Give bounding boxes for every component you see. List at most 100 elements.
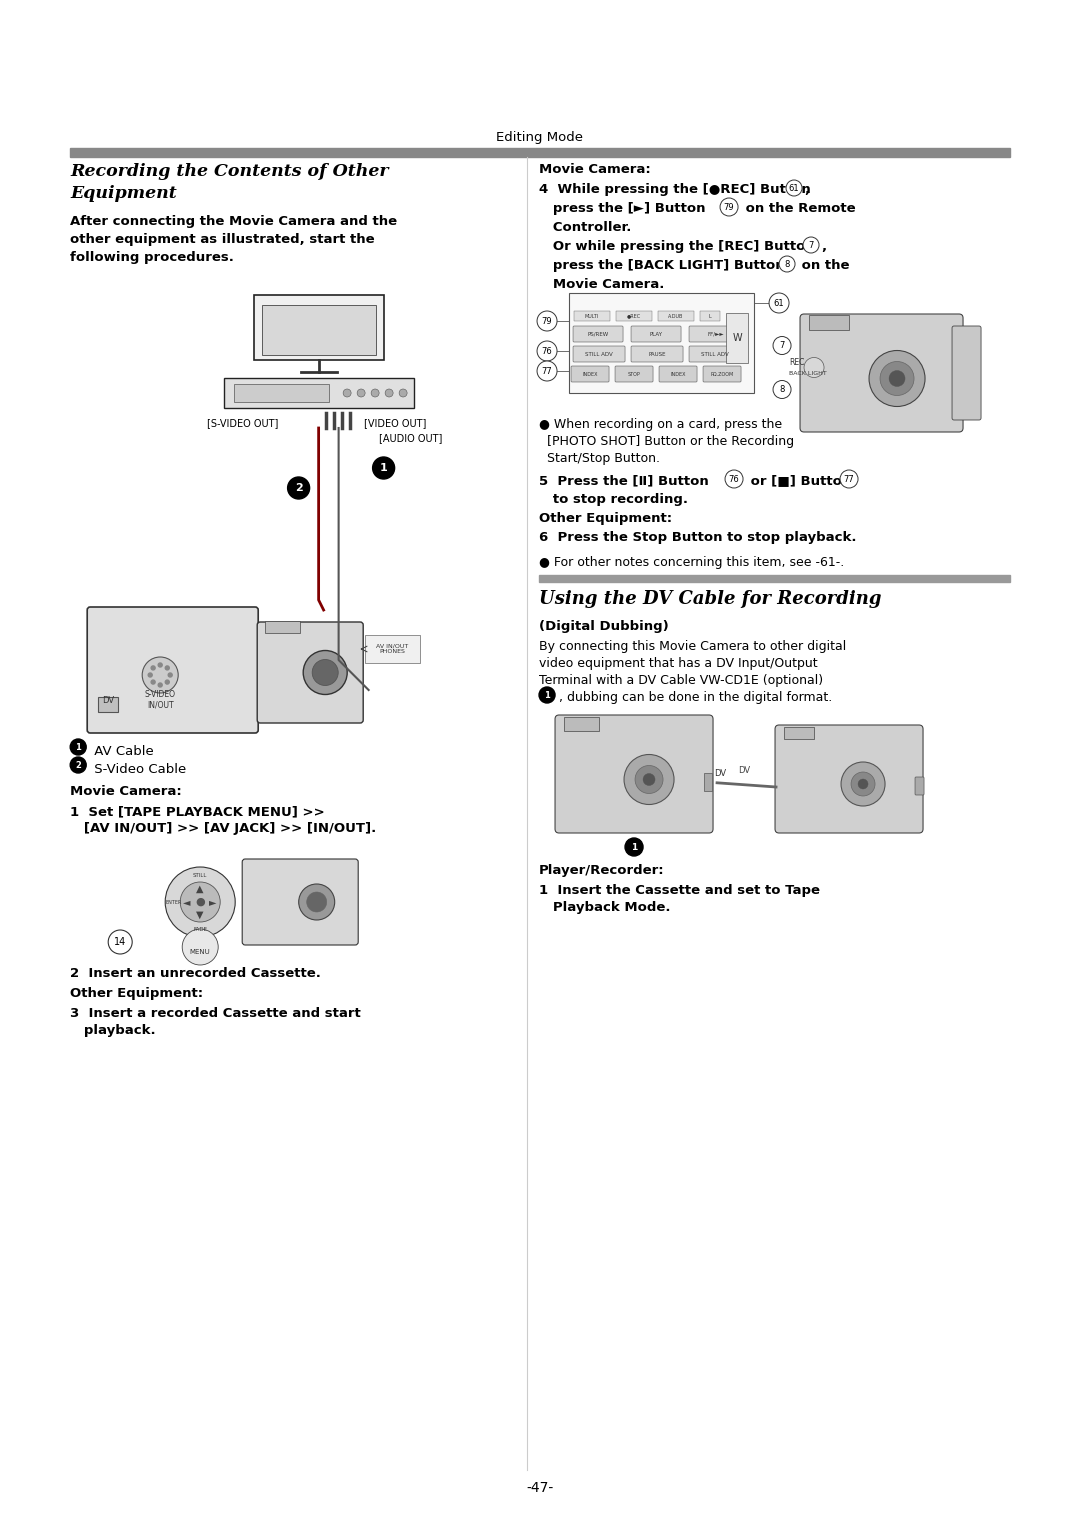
- Bar: [575, 311, 610, 320]
- Circle shape: [841, 761, 885, 806]
- Text: Movie Camera:: Movie Camera:: [70, 784, 181, 798]
- Circle shape: [180, 882, 220, 922]
- FancyBboxPatch shape: [659, 366, 697, 382]
- Text: 61: 61: [788, 183, 799, 192]
- Text: STILL ADV: STILL ADV: [585, 351, 613, 357]
- Text: 77: 77: [843, 475, 854, 484]
- Text: 14: 14: [114, 937, 126, 948]
- Bar: [224, 378, 414, 407]
- Text: By connecting this Movie Camera to other digital: By connecting this Movie Camera to other…: [539, 639, 847, 653]
- Text: AV IN/OUT
PHONES: AV IN/OUT PHONES: [376, 644, 408, 655]
- Circle shape: [880, 362, 914, 395]
- Text: [S-VIDEO OUT]: [S-VIDEO OUT]: [207, 418, 279, 427]
- Text: REC: REC: [789, 357, 805, 366]
- Text: 5  Press the [Ⅱ] Button: 5 Press the [Ⅱ] Button: [539, 475, 714, 487]
- Circle shape: [312, 659, 338, 685]
- Text: Recording the Contents of Other: Recording the Contents of Other: [70, 163, 389, 180]
- Text: 1: 1: [380, 462, 388, 473]
- Bar: [726, 313, 748, 363]
- Text: playback.: playback.: [70, 1024, 156, 1038]
- Text: DV: DV: [103, 696, 114, 705]
- FancyBboxPatch shape: [631, 346, 683, 362]
- Text: AV Cable: AV Cable: [91, 745, 154, 758]
- Text: video equipment that has a DV Input/Output: video equipment that has a DV Input/Outp…: [539, 658, 818, 670]
- Text: 1  Insert the Cassette and set to Tape: 1 Insert the Cassette and set to Tape: [539, 884, 820, 897]
- Text: 76: 76: [542, 346, 552, 356]
- Text: ,: ,: [804, 183, 809, 195]
- FancyBboxPatch shape: [703, 366, 741, 382]
- Text: S-VIDEO
IN/OUT: S-VIDEO IN/OUT: [145, 690, 176, 710]
- FancyBboxPatch shape: [689, 327, 743, 342]
- Bar: [569, 293, 754, 394]
- Text: , dubbing can be done in the digital format.: , dubbing can be done in the digital for…: [559, 691, 833, 703]
- Text: STOP: STOP: [627, 371, 640, 377]
- Circle shape: [804, 357, 824, 377]
- Bar: [98, 697, 118, 713]
- Circle shape: [357, 389, 365, 397]
- Bar: [616, 311, 652, 320]
- Circle shape: [151, 665, 156, 670]
- Circle shape: [537, 311, 557, 331]
- Text: PS/REW: PS/REW: [588, 331, 609, 337]
- Text: 76: 76: [729, 475, 740, 484]
- Bar: [233, 385, 328, 401]
- Bar: [809, 314, 849, 330]
- Text: (Digital Dubbing): (Digital Dubbing): [539, 620, 669, 633]
- Circle shape: [786, 180, 802, 195]
- FancyBboxPatch shape: [800, 314, 963, 432]
- Circle shape: [299, 884, 335, 920]
- Circle shape: [889, 371, 905, 386]
- Text: [PHOTO SHOT] Button or the Recording: [PHOTO SHOT] Button or the Recording: [539, 435, 794, 449]
- Circle shape: [165, 867, 235, 937]
- Bar: [365, 635, 420, 662]
- Text: 4  While pressing the [●REC] Button: 4 While pressing the [●REC] Button: [539, 183, 815, 195]
- Text: 1: 1: [76, 743, 81, 751]
- Text: [VIDEO OUT]: [VIDEO OUT]: [364, 418, 426, 427]
- Circle shape: [165, 681, 170, 684]
- Text: 79: 79: [542, 316, 552, 325]
- Bar: [704, 772, 712, 790]
- Bar: [784, 726, 814, 739]
- Circle shape: [625, 838, 643, 856]
- Text: press the [BACK LIGHT] Button: press the [BACK LIGHT] Button: [539, 259, 789, 272]
- Text: 79: 79: [724, 203, 734, 212]
- Text: press the [►] Button: press the [►] Button: [539, 201, 711, 215]
- Bar: [564, 717, 599, 731]
- Text: L: L: [708, 313, 712, 319]
- Text: ●: ●: [195, 897, 205, 906]
- Text: 7: 7: [780, 340, 785, 349]
- Bar: [700, 311, 720, 320]
- FancyBboxPatch shape: [573, 346, 625, 362]
- FancyBboxPatch shape: [689, 346, 741, 362]
- Text: Player/Recorder:: Player/Recorder:: [539, 864, 664, 877]
- FancyBboxPatch shape: [775, 725, 923, 833]
- Text: ● For other notes concerning this item, see -61-.: ● For other notes concerning this item, …: [539, 555, 845, 569]
- Bar: [261, 305, 376, 356]
- Circle shape: [643, 774, 656, 786]
- Circle shape: [108, 929, 132, 954]
- Text: 77: 77: [542, 366, 552, 375]
- Text: on the: on the: [797, 259, 850, 272]
- Circle shape: [635, 766, 663, 794]
- FancyBboxPatch shape: [242, 859, 359, 945]
- Text: INDEX: INDEX: [582, 371, 598, 377]
- Bar: [266, 621, 300, 633]
- Circle shape: [779, 256, 795, 272]
- Text: 1: 1: [631, 842, 637, 852]
- Text: MENU: MENU: [190, 949, 211, 955]
- Text: ►: ►: [210, 897, 217, 906]
- FancyBboxPatch shape: [571, 366, 609, 382]
- Circle shape: [386, 389, 393, 397]
- Bar: [70, 148, 1010, 157]
- Circle shape: [70, 757, 86, 774]
- Text: W: W: [732, 333, 742, 343]
- Text: PAUSE: PAUSE: [648, 351, 665, 357]
- Text: Controller.: Controller.: [539, 221, 632, 233]
- Text: BACK LIGHT: BACK LIGHT: [789, 371, 827, 375]
- Text: After connecting the Movie Camera and the
other equipment as illustrated, start : After connecting the Movie Camera and th…: [70, 215, 397, 264]
- Bar: [658, 311, 694, 320]
- Text: Using the DV Cable for Recording: Using the DV Cable for Recording: [539, 591, 881, 607]
- Text: -47-: -47-: [526, 1482, 554, 1495]
- Text: 3  Insert a recorded Cassette and start: 3 Insert a recorded Cassette and start: [70, 1007, 361, 1019]
- Text: [AUDIO OUT]: [AUDIO OUT]: [379, 433, 442, 443]
